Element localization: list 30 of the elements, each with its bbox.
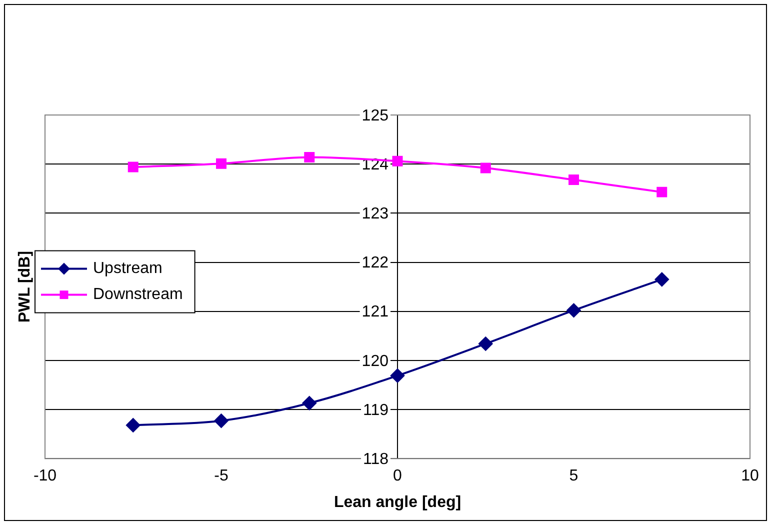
x-tick-label: 5 — [569, 468, 578, 485]
point — [126, 418, 140, 432]
x-tick-label: 10 — [741, 468, 759, 485]
point — [302, 396, 316, 410]
y-tick-label: 125 — [362, 107, 389, 124]
y-tick-label: 122 — [362, 254, 389, 272]
point — [480, 162, 491, 174]
point — [390, 368, 404, 383]
y-tick-label: 120 — [362, 352, 389, 370]
point — [214, 414, 228, 428]
point — [478, 336, 493, 351]
legend-label: Downstream — [93, 286, 183, 304]
point — [392, 156, 403, 166]
y-tick-label: 121 — [362, 304, 389, 321]
x-tick-label: 0 — [393, 468, 402, 485]
point — [654, 272, 669, 286]
point — [568, 174, 579, 186]
y-tick-label: 118 — [362, 451, 389, 468]
y-axis-title: PWL [dB] — [16, 250, 34, 323]
y-tick-label: 119 — [362, 402, 389, 419]
point — [216, 158, 226, 169]
point — [304, 152, 315, 162]
x-tick-label: -10 — [33, 468, 57, 485]
point — [128, 162, 138, 172]
x-axis-title: Lean angle [deg] — [334, 494, 462, 511]
legend-label: Upstream — [93, 260, 162, 278]
point — [656, 186, 668, 198]
point — [566, 303, 581, 318]
y-tick-label: 123 — [362, 206, 389, 223]
x-tick-label: -5 — [214, 468, 228, 485]
